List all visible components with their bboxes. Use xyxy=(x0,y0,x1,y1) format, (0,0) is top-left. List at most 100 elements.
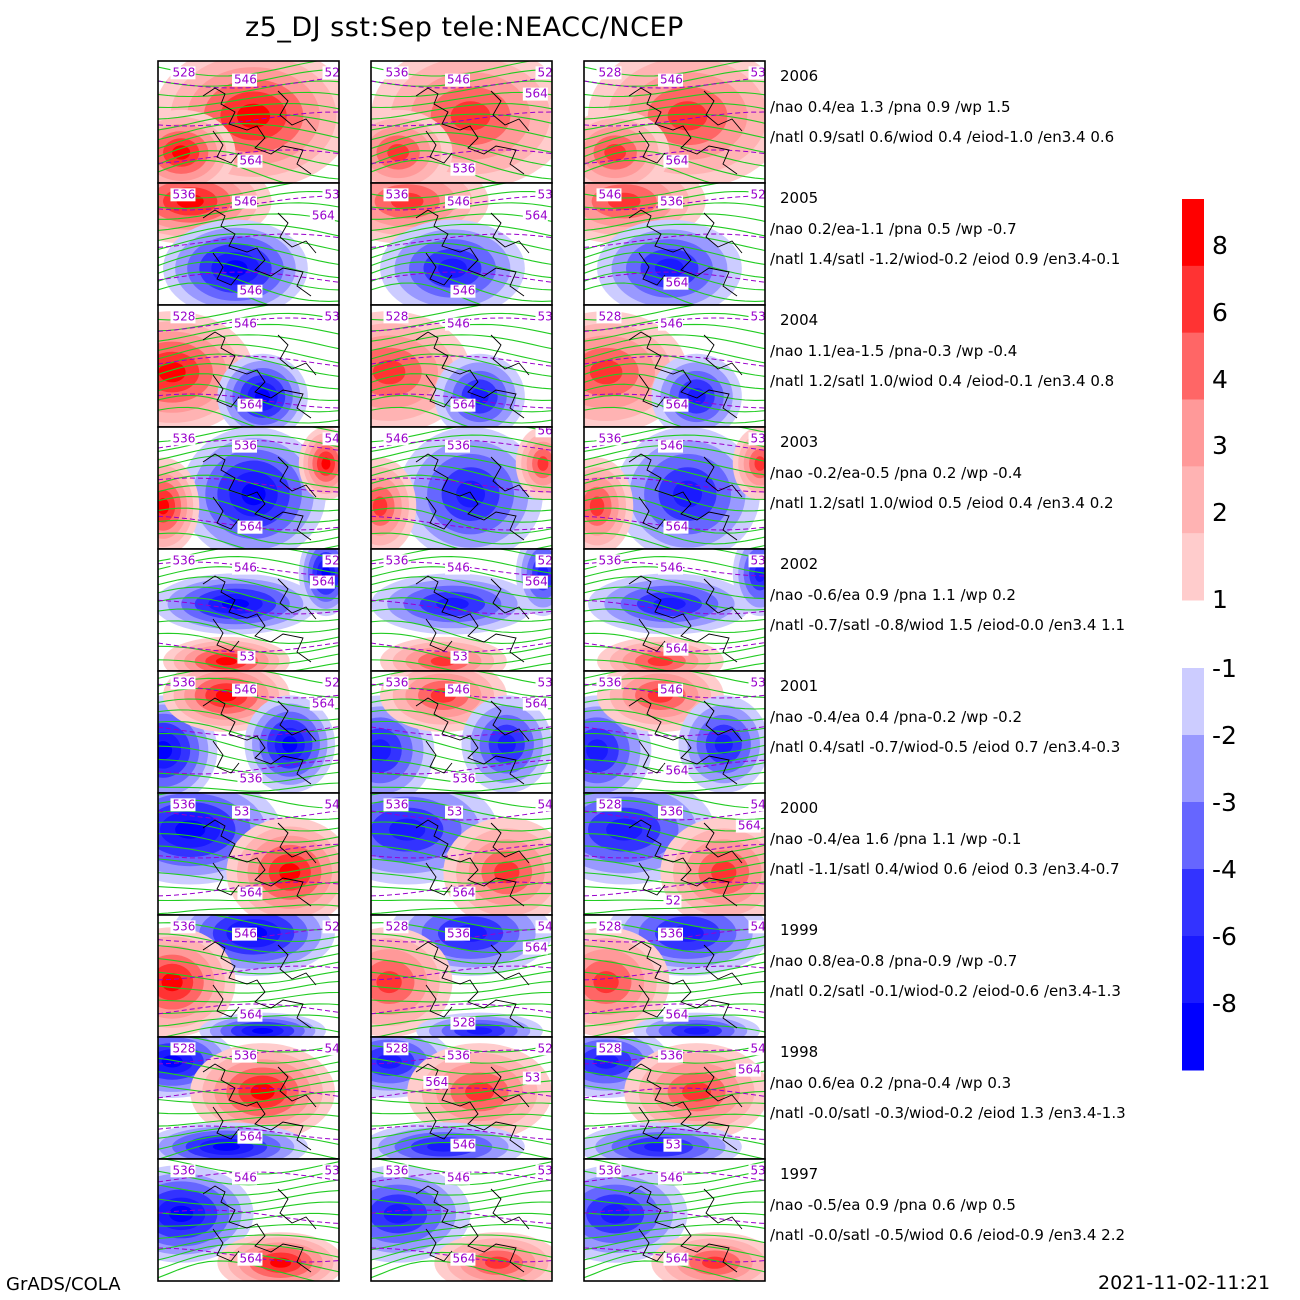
negative-anomaly-shade xyxy=(252,1027,274,1034)
height-contour xyxy=(158,519,339,545)
height-contour xyxy=(371,251,552,279)
colorbar-tick-label: 3 xyxy=(1212,431,1228,461)
dashed-contour xyxy=(158,1209,339,1224)
map-panel: 536 546 53 536 564 xyxy=(370,670,553,794)
contour-label-bg xyxy=(322,920,339,934)
contour-label: 528 xyxy=(598,309,621,323)
contour-label: 536 xyxy=(538,187,561,201)
contour-label: 546 xyxy=(660,317,683,331)
height-contour xyxy=(371,632,552,655)
contour-label: 536 xyxy=(234,439,257,453)
contour-label: 536 xyxy=(660,1049,683,1063)
coastline xyxy=(628,697,743,785)
height-contour xyxy=(158,793,339,809)
map-panel: 528 536 546 564 xyxy=(157,1036,340,1160)
height-contour xyxy=(584,261,765,291)
footer-timestamp: 2021-11-02-11:21 xyxy=(1098,1272,1271,1294)
contour-label-bg xyxy=(232,561,258,575)
contour-label: 564 xyxy=(239,520,262,534)
dashed-contour xyxy=(371,477,552,493)
height-contour xyxy=(584,282,697,305)
contour-label: 546 xyxy=(751,797,774,811)
contour-label: 53 xyxy=(538,1163,553,1177)
dashed-contour xyxy=(584,1003,765,1015)
contour-label-bg xyxy=(450,772,476,786)
map-panel: 536 53 546 564 xyxy=(157,792,340,916)
height-contour xyxy=(584,1179,765,1196)
dashed-contour xyxy=(584,477,765,493)
dashed-contour xyxy=(371,810,552,821)
height-contour xyxy=(158,958,339,975)
dashed-contour xyxy=(158,393,339,409)
height-contour xyxy=(160,1024,339,1037)
contour-label-bg xyxy=(450,398,476,412)
dashed-contour xyxy=(584,1125,765,1140)
contour-label: 52 xyxy=(538,65,553,79)
contour-label: 546 xyxy=(452,284,475,298)
height-contour xyxy=(371,312,552,332)
dashed-contour xyxy=(158,759,339,775)
height-contour xyxy=(158,113,339,131)
height-contour xyxy=(584,406,684,427)
height-contour xyxy=(584,1090,765,1105)
contour-label-bg xyxy=(535,427,552,438)
height-contour xyxy=(584,586,765,611)
coastline xyxy=(628,331,743,419)
height-contour xyxy=(158,102,339,120)
height-contour xyxy=(209,915,339,931)
height-contour xyxy=(371,745,552,765)
dashed-contour xyxy=(371,759,552,775)
dashed-contour xyxy=(371,965,552,981)
height-contour xyxy=(158,871,339,884)
negative-anomaly-shade xyxy=(161,1055,183,1068)
height-contour xyxy=(584,213,765,231)
contour-label: 53 xyxy=(447,805,462,819)
contour-label-bg xyxy=(748,554,765,568)
contour-label-bg xyxy=(658,439,684,453)
dashed-contour xyxy=(584,149,765,164)
coastline xyxy=(202,331,317,419)
contour-label-bg xyxy=(232,317,258,331)
height-contour xyxy=(584,454,765,476)
contour-label-bg xyxy=(535,676,552,690)
height-contour xyxy=(584,620,765,644)
coastline xyxy=(202,87,317,175)
contour-label: 546 xyxy=(660,73,683,87)
height-contour xyxy=(158,1212,339,1227)
height-contour xyxy=(584,833,765,854)
colorbar-tick-label: -4 xyxy=(1212,855,1237,884)
contour-label: 564 xyxy=(665,642,688,656)
dashed-contour xyxy=(584,111,765,127)
positive-anomaly-shade xyxy=(372,359,406,385)
contour-label: 536 xyxy=(172,1163,195,1177)
height-contour xyxy=(158,709,339,733)
contour-label: 564 xyxy=(452,398,475,412)
dashed-contour xyxy=(371,599,552,615)
contour-label: 528 xyxy=(751,187,774,201)
contour-label-bg xyxy=(309,209,335,223)
height-contour xyxy=(158,1179,339,1196)
height-contour xyxy=(584,102,765,120)
height-contour xyxy=(371,363,552,390)
contour-label-bg xyxy=(322,798,339,812)
contour-label-bg xyxy=(450,284,476,298)
height-contour xyxy=(158,698,339,721)
contour-label-bg xyxy=(450,1252,476,1266)
negative-anomaly-shade xyxy=(754,564,765,582)
contour-label: 52 xyxy=(325,675,340,689)
coastline xyxy=(628,1063,743,1151)
row-index-line-2: /natl -0.7/satl -0.8/wiod 1.5 /eiod-0.0 … xyxy=(770,616,1126,634)
height-contour xyxy=(158,892,339,902)
contour-label-bg xyxy=(232,683,258,697)
page-title: z5_DJ sst:Sep tele:NEACC/NCEP xyxy=(245,12,684,43)
height-contour xyxy=(158,434,339,452)
height-contour xyxy=(584,1234,765,1251)
coastline xyxy=(415,331,530,419)
contour-label-bg xyxy=(658,805,684,819)
height-contour xyxy=(158,532,339,549)
height-contour xyxy=(371,1057,552,1075)
row-index-line-1: /nao -0.6/ea 0.9 /pna 1.1 /wp 0.2 xyxy=(770,586,1016,604)
map-panel: 536 53 546 564 xyxy=(370,792,553,916)
contour-label-bg xyxy=(383,1042,409,1056)
contour-label-bg xyxy=(535,798,552,812)
